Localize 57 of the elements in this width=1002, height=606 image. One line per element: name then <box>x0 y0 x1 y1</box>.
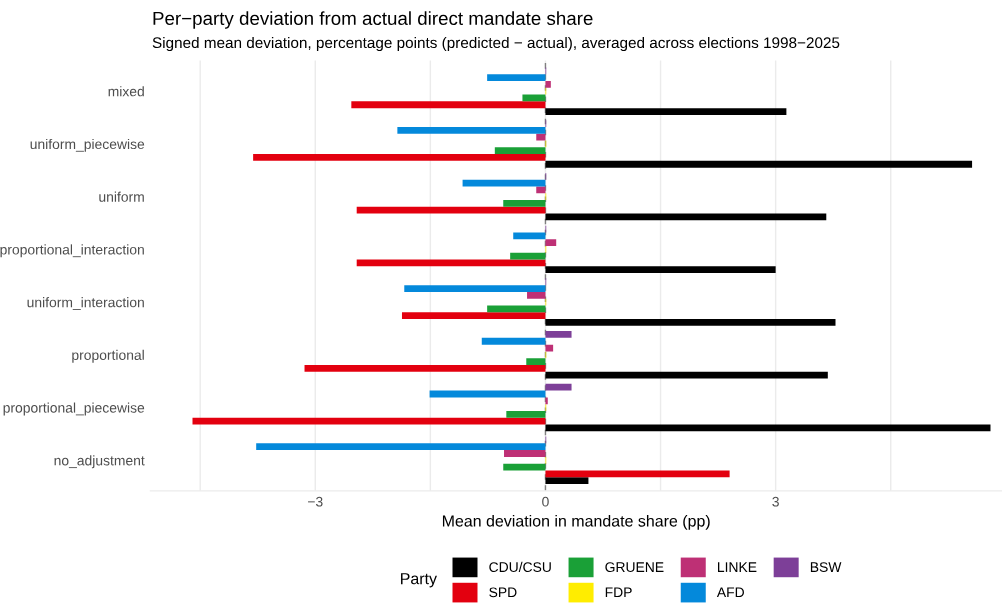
chart-title: Per−party deviation from actual direct mandate share <box>153 11 593 29</box>
bar <box>526 358 546 365</box>
bar <box>253 154 546 161</box>
bar <box>545 397 548 405</box>
bar <box>545 108 787 115</box>
legend-label: FDP <box>605 587 632 598</box>
x-axis-title: Mean deviation in mandate share (pp) <box>442 514 710 530</box>
x-tick-label: 0 <box>542 496 549 507</box>
bar <box>510 252 546 260</box>
y-tick-label: proportional_interaction <box>0 244 144 258</box>
x-tick-label: 3 <box>772 496 779 507</box>
bar <box>513 232 546 240</box>
bar <box>545 266 776 274</box>
y-tick-label: uniform <box>99 191 144 202</box>
y-tick-label: uniform_piecewise <box>30 138 145 152</box>
legend-label: LINKE <box>718 562 757 572</box>
bar <box>494 147 546 155</box>
bar <box>545 383 572 391</box>
bar <box>545 160 973 168</box>
legend-label: BSW <box>810 562 842 573</box>
legend-label: GRUENE <box>605 562 664 573</box>
bar <box>545 424 991 432</box>
bar <box>503 200 546 207</box>
y-tick-label: uniform_interaction <box>27 297 144 310</box>
bar <box>401 312 546 320</box>
bar <box>304 364 546 372</box>
bar <box>487 74 546 82</box>
bar <box>356 206 546 214</box>
bar <box>397 126 546 134</box>
legend-label: AFD <box>716 587 744 598</box>
bar <box>545 319 836 326</box>
bar <box>545 477 589 485</box>
bar <box>545 470 730 478</box>
legend-title: Party <box>401 573 437 588</box>
legend-label: CDU/CSU <box>489 561 551 573</box>
bar <box>504 450 546 457</box>
y-tick-label: mixed <box>108 86 144 97</box>
bar <box>545 371 828 379</box>
bar <box>481 337 546 345</box>
x-tick-label: −3 <box>308 496 323 507</box>
bar <box>536 133 546 141</box>
y-tick-label: proportional_piecewise <box>3 402 145 416</box>
bar <box>487 305 546 313</box>
y-tick-label: proportional <box>72 349 144 363</box>
bar <box>506 410 546 418</box>
bar <box>404 285 546 292</box>
bar <box>536 186 546 194</box>
bar <box>351 101 546 109</box>
bar <box>545 331 572 338</box>
bar <box>545 239 557 246</box>
y-tick-label: no_adjustment <box>54 455 145 469</box>
bar <box>545 81 551 88</box>
legend-label: SPD <box>489 587 517 598</box>
bar <box>527 291 546 299</box>
bar <box>545 344 554 352</box>
chart-subtitle: Signed mean deviation, percentage points (predicted − actual), averaged across elections 1998−2025 <box>152 36 840 52</box>
bar <box>256 443 546 451</box>
